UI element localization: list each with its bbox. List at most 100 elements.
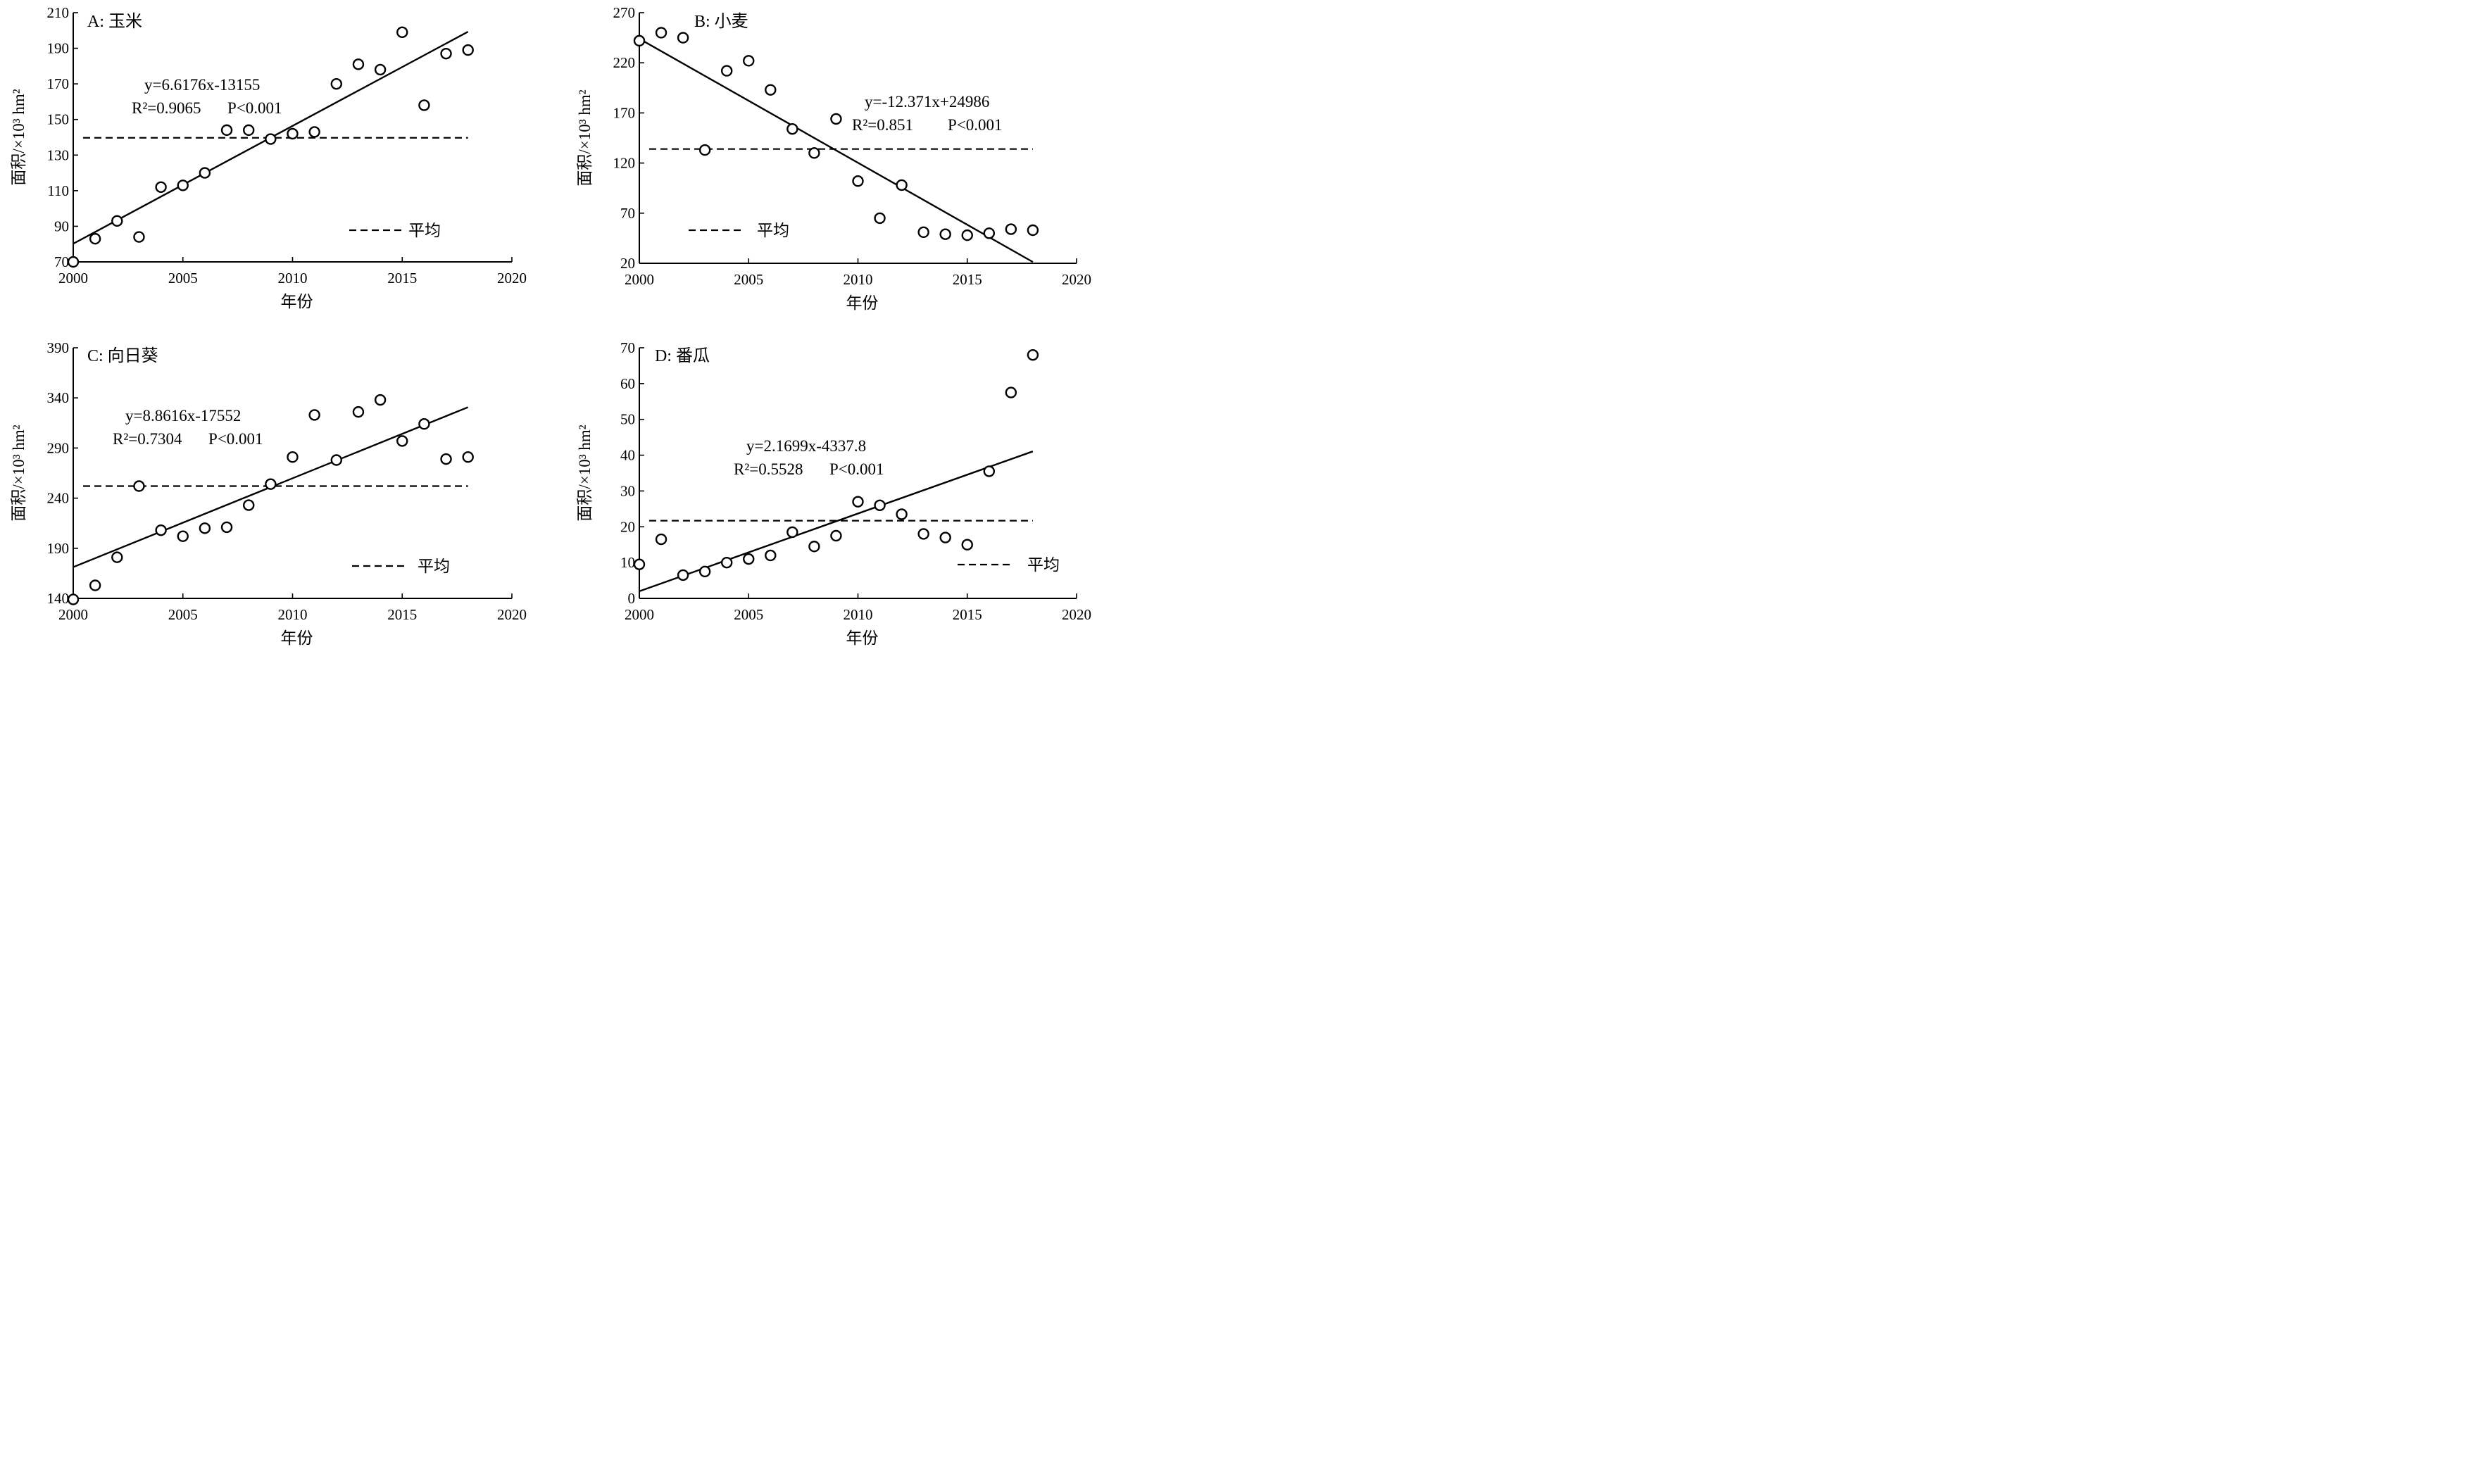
data-point — [243, 124, 255, 137]
data-point — [874, 212, 886, 225]
y-tick-label: 170 — [47, 75, 70, 92]
y-tick-label: 150 — [47, 111, 70, 128]
x-tick-label: 2000 — [58, 606, 88, 623]
y-tick-label: 120 — [613, 155, 636, 172]
chart-panel-a: 70 90 110 130 150 170 190 210 2000 2005 2010 2015 20… — [10, 4, 527, 310]
data-point — [133, 480, 145, 492]
y-tick-label: 30 — [620, 482, 635, 499]
data-point — [677, 569, 689, 581]
data-point — [983, 227, 996, 239]
data-point — [633, 558, 646, 570]
data-point — [743, 55, 755, 67]
data-point — [199, 167, 211, 179]
y-tick-label: 90 — [54, 218, 69, 234]
data-point — [852, 496, 864, 508]
data-point — [287, 127, 299, 140]
data-point — [308, 126, 320, 138]
data-point — [808, 541, 820, 553]
x-tick-label: 2020 — [1062, 606, 1091, 623]
data-point — [655, 533, 667, 546]
y-tick-label: 40 — [620, 447, 635, 464]
p-value-label: P<0.001 — [227, 99, 282, 117]
y-axis-title: 面积/×10³ hm² — [10, 425, 27, 521]
data-point — [220, 124, 233, 137]
data-point — [852, 175, 864, 187]
data-point — [111, 551, 123, 563]
data-point — [1005, 386, 1017, 398]
legend-label: 平均 — [418, 558, 450, 575]
data-point — [633, 34, 646, 47]
data-point — [155, 181, 167, 193]
data-point — [396, 435, 408, 447]
x-tick-label: 2005 — [734, 606, 763, 623]
data-point — [765, 84, 777, 96]
data-point — [961, 229, 973, 241]
data-point — [133, 231, 145, 243]
y-tick-label: 60 — [620, 375, 635, 392]
data-point — [67, 256, 80, 268]
data-point — [808, 147, 820, 159]
data-point — [243, 499, 255, 511]
regression-equation: y=2.1699x-4337.8 — [746, 437, 866, 455]
r-squared-label: R²=0.5528 — [734, 460, 803, 478]
data-point — [89, 579, 101, 591]
data-point — [418, 99, 430, 111]
data-point — [1027, 348, 1039, 361]
data-point — [330, 77, 342, 90]
data-point — [698, 144, 711, 156]
legend-label: 平均 — [408, 222, 441, 239]
regression-equation: y=6.6176x-13155 — [144, 76, 260, 94]
y-tick-label: 240 — [47, 490, 70, 507]
data-point — [830, 113, 842, 125]
legend: 平均 — [352, 558, 450, 575]
x-tick-label: 2020 — [497, 606, 527, 623]
data-point — [786, 122, 798, 135]
y-tick-label: 340 — [47, 389, 70, 406]
y-tick-label: 70 — [620, 339, 635, 356]
legend: 平均 — [689, 222, 789, 239]
data-point — [1005, 223, 1017, 235]
data-point — [698, 565, 711, 578]
x-tick-label: 2005 — [734, 271, 763, 288]
data-point — [67, 593, 80, 605]
data-point — [330, 454, 342, 466]
panel-title: A: 玉米 — [87, 12, 142, 31]
y-tick-label: 70 — [620, 205, 635, 222]
y-axis-title: 面积/×10³ hm² — [576, 89, 594, 186]
data-point — [418, 418, 430, 430]
y-tick-label: 20 — [620, 518, 635, 535]
p-value-label: P<0.001 — [829, 460, 884, 478]
y-tick-label: 140 — [47, 590, 70, 607]
x-tick-label: 2015 — [953, 606, 982, 623]
data-point — [1027, 224, 1039, 237]
data-point — [220, 521, 233, 534]
data-point — [983, 465, 996, 477]
regression-equation: y=-12.371x+24986 — [865, 93, 989, 111]
chart-panel-c: 140 190 240 290 340 390 2000 2005 2010 2015 2020 年份… — [10, 339, 527, 647]
data-point — [265, 478, 277, 490]
data-point — [830, 529, 842, 542]
legend: 平均 — [349, 222, 441, 239]
data-point — [374, 63, 387, 76]
data-point — [352, 405, 365, 418]
data-point — [720, 556, 733, 569]
data-point — [917, 226, 929, 239]
data-point — [917, 528, 929, 540]
y-tick-label: 190 — [47, 40, 70, 57]
r-squared-label: R²=0.7304 — [113, 430, 182, 448]
panel-title: C: 向日葵 — [87, 346, 158, 365]
x-axis-title: 年份 — [281, 293, 313, 310]
data-point — [874, 499, 886, 511]
x-tick-label: 2020 — [1062, 271, 1091, 288]
y-tick-label: 190 — [47, 540, 70, 557]
y-tick-label: 50 — [620, 411, 635, 428]
data-point — [111, 215, 123, 227]
data-point — [896, 179, 908, 191]
legend-label: 平均 — [1027, 556, 1060, 574]
panel-title: B: 小麦 — [694, 12, 748, 31]
x-tick-label: 2000 — [58, 270, 88, 287]
data-point — [743, 553, 755, 565]
data-point — [462, 451, 474, 463]
r-squared-label: R²=0.9065 — [132, 99, 201, 117]
